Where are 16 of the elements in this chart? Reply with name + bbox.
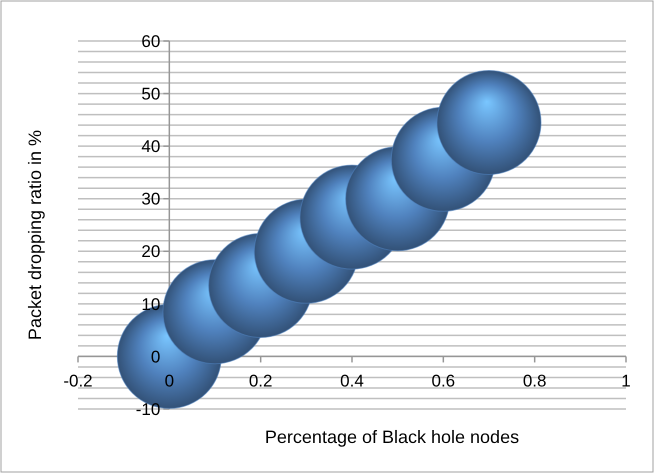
y-tick-label: 60: [141, 32, 160, 51]
x-tick-label: 0: [164, 371, 174, 390]
y-tick-label: 40: [141, 137, 160, 156]
x-tick-label: 0.2: [248, 371, 272, 390]
y-tick-label: -10: [136, 400, 160, 419]
x-tick-label: 0.8: [522, 371, 546, 390]
y-tick-label: 0: [150, 347, 160, 366]
x-tick-label: 1: [621, 371, 631, 390]
y-tick-label: 20: [141, 242, 160, 262]
x-axis-title: Percentage of Black hole nodes: [264, 427, 520, 447]
x-tick-label: 0.6: [432, 371, 456, 390]
y-tick-label: 30: [141, 190, 160, 209]
x-tick-label: -0.2: [63, 371, 93, 390]
y-tick-label: 50: [141, 84, 160, 104]
x-tick-label: 0.4: [340, 371, 364, 390]
y-axis-title: Packet dropping ratio in %: [25, 130, 45, 340]
